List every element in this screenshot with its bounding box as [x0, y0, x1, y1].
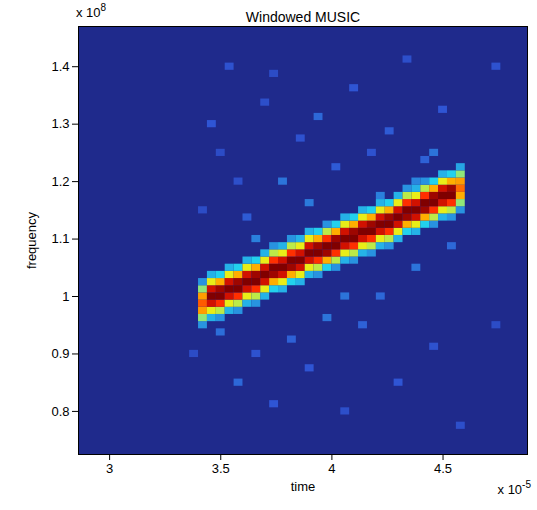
svg-text:frequency: frequency — [24, 211, 39, 269]
svg-text:x 10-5: x 10-5 — [498, 479, 532, 497]
svg-text:4: 4 — [328, 461, 335, 476]
svg-text:4.5: 4.5 — [434, 461, 452, 476]
svg-text:1.2: 1.2 — [51, 174, 69, 189]
svg-text:1.4: 1.4 — [51, 59, 69, 74]
svg-text:1.1: 1.1 — [51, 231, 69, 246]
svg-text:3.5: 3.5 — [212, 461, 230, 476]
svg-text:3: 3 — [106, 461, 113, 476]
svg-text:x 108: x 108 — [76, 2, 107, 20]
svg-text:1: 1 — [62, 289, 69, 304]
svg-text:0.8: 0.8 — [51, 404, 69, 419]
svg-text:1.3: 1.3 — [51, 116, 69, 131]
svg-text:time: time — [291, 479, 316, 494]
svg-text:0.9: 0.9 — [51, 346, 69, 361]
svg-text:Windowed MUSIC: Windowed MUSIC — [246, 9, 360, 25]
